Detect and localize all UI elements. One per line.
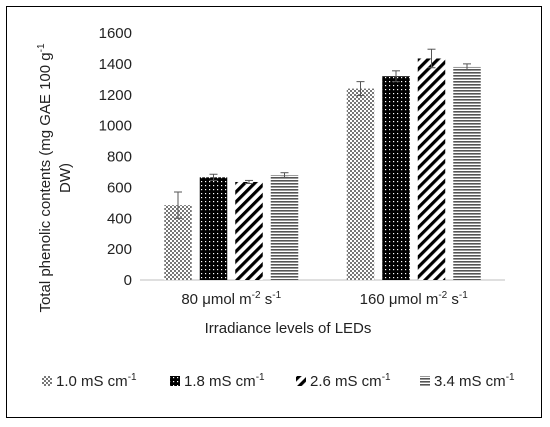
y-tick-label: 1600 (99, 25, 132, 42)
error-bars-group (174, 48, 471, 219)
y-axis-title-line1: Total phenolic contents (mg GAE 100 g (37, 52, 54, 312)
error-bar (280, 172, 289, 178)
bar-dots-cat1 (382, 76, 410, 280)
error-bar (392, 70, 400, 83)
bar-crosshatch-cat1 (346, 88, 375, 280)
legend-item-horizontal: 3.4 mS cm-1 (420, 372, 515, 390)
error-bar (245, 179, 253, 185)
y-tick-label: 800 (107, 149, 132, 166)
bar-horizontal-cat1 (453, 66, 481, 281)
y-tick-label: 0 (124, 272, 132, 289)
bars-group (164, 58, 481, 281)
x-tick-label: 80 μmol m-2 s-1 (181, 290, 281, 308)
error-bar (463, 63, 471, 71)
error-bar (209, 173, 218, 181)
legend-label: 1.8 mS cm-1 (184, 372, 265, 390)
error-bar (174, 191, 182, 219)
y-axis-title-sup: -1 (36, 43, 47, 52)
bar-diagonal-cat1 (417, 58, 446, 280)
legend-label: 2.6 mS cm-1 (310, 372, 391, 390)
legend-swatch (42, 376, 52, 386)
legend-swatch (420, 376, 430, 386)
y-tick-label: 1000 (99, 118, 132, 135)
legend-label: 3.4 mS cm-1 (434, 372, 515, 390)
bar-diagonal-cat0 (235, 181, 263, 280)
legend-item-dots: 1.8 mS cm-1 (170, 372, 265, 390)
y-axis-ticks: 0 200 400 600 800 1000 1200 1400 1600 (99, 25, 132, 289)
legend: 1.0 mS cm-1 1.8 mS cm-1 2.6 mS cm-1 3.4 mS … (42, 372, 515, 390)
legend-swatch (296, 376, 306, 386)
legend-item-diagonal: 2.6 mS cm-1 (296, 372, 391, 390)
bar-dots-cat0 (199, 177, 228, 280)
error-bar (427, 48, 436, 69)
y-tick-label: 1200 (99, 87, 132, 104)
y-axis-title: Total phenolic contents (mg GAE 100 g-1 … (36, 43, 74, 312)
y-tick-label: 600 (107, 179, 132, 196)
y-axis-title-line2: DW) (57, 163, 74, 193)
x-axis-title: Irradiance levels of LEDs (205, 320, 372, 337)
x-axis-ticks: 80 μmol m-2 s-1 160 μmol m-2 s-1 (181, 290, 468, 308)
y-tick-label: 200 (107, 241, 132, 258)
y-tick-label: 1400 (99, 56, 132, 73)
svg-text:Total phenolic contents (mg GA: Total phenolic contents (mg GAE 100 g-1 (36, 43, 54, 312)
legend-label: 1.0 mS cm-1 (56, 372, 137, 390)
error-bar (356, 81, 365, 97)
x-tick-label: 160 μmol m-2 s-1 (360, 290, 469, 308)
bar-horizontal-cat0 (270, 175, 299, 280)
y-tick-label: 400 (107, 210, 132, 227)
legend-swatch (170, 376, 180, 386)
legend-item-crosshatch: 1.0 mS cm-1 (42, 372, 137, 390)
